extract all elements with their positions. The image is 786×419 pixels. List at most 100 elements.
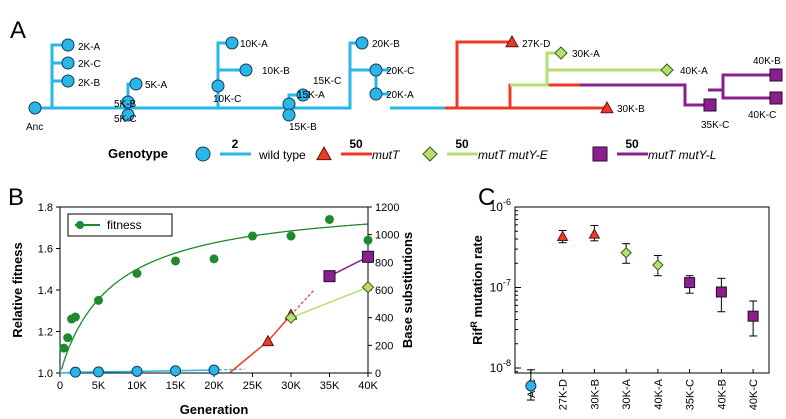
panel-c-marks [525, 224, 759, 401]
substitution-point-mutY_E [361, 281, 375, 294]
substitutions-line-mutY_E [290, 286, 369, 319]
legend-label-mutT: mutT [372, 148, 401, 162]
legend-scale-mutY_E: 50 [455, 137, 469, 151]
tree-legend: 2 wild type 50 mutT 50 mutT mutY-E 50 mutT mutY… [195, 137, 716, 162]
tree-node-label: 10K-B [262, 66, 290, 77]
tree-node-2k-a [61, 38, 75, 52]
mutation-rate-point-anc [525, 380, 537, 392]
legend-marker-mutT [316, 145, 332, 161]
x-tick-label: 40K [358, 380, 378, 392]
tree-node-label: 5K-A [145, 80, 168, 91]
tree-node-label: 5K-C [114, 114, 137, 125]
tree-node-2k-b [61, 74, 75, 88]
y2-tick-label: 600 [375, 285, 393, 297]
substitution-point-wild_type [170, 365, 181, 377]
y-tick-label: 10-7 [490, 278, 511, 295]
legend-label-wild_type: wild type [258, 148, 306, 162]
tree-node-label: 2K-C [78, 59, 101, 70]
y2-tick-label: 400 [375, 313, 393, 325]
x-tick-label: 40K-C [748, 379, 760, 410]
panel-b-y-label: Relative fitness [10, 242, 25, 337]
fitness-point [171, 256, 180, 266]
x-tick-label: 30K-A [621, 378, 633, 409]
mutation-rate-point-35k-c [684, 277, 696, 289]
fitness-point [132, 268, 142, 278]
y-tick-label: 1.4 [38, 285, 53, 297]
substitutions-line-mutY_L [329, 256, 369, 277]
tree-node-20k-b [355, 36, 369, 50]
panel-b-legend-box [67, 213, 173, 237]
panel-b-y2-ticks: 0 200 400 600 800 1000 1200 [368, 202, 399, 380]
mutation-rate-point-40k-b [715, 286, 727, 298]
tree-node-27k-d [505, 34, 519, 48]
fitness-point [325, 214, 334, 224]
tree-node-label: 35K-C [701, 120, 729, 131]
x-tick-label: 40K-A [653, 378, 665, 409]
legend-label-mutY_L: mutT mutY-L [648, 148, 716, 162]
x-tick-label: 0 [57, 380, 63, 392]
panel-b-curves [59, 223, 369, 374]
substitution-point-wild_type [69, 366, 81, 378]
y-tick-label: 1.2 [38, 327, 53, 339]
phylogeny-nodes [28, 34, 783, 122]
fitness-point [209, 254, 219, 264]
panel-b-marks [59, 214, 375, 378]
tree-node-2k-c [61, 56, 75, 70]
fitness-point [94, 295, 103, 305]
legend-marker-mutY_E [422, 146, 438, 162]
tree-node-20k-a [369, 87, 383, 101]
mutation-rate-point-30k-a [620, 247, 632, 259]
tree-node-label: 30K-B [617, 104, 645, 115]
panel-c-y-label: RifR mutation rate [469, 235, 485, 345]
substitution-point-mutY_E [284, 311, 298, 324]
fitness-point [248, 231, 257, 241]
fitness-point [70, 312, 80, 322]
tree-branch [289, 41, 390, 110]
tree-node-label: 15K-C [313, 76, 341, 87]
tree-node-15k-b [282, 108, 296, 122]
mutation-rate-point-40k-c [747, 310, 759, 322]
x-tick-label: 30K [281, 380, 301, 392]
panel-b-y-ticks: 1.0 1.2 1.4 1.6 1.8 [38, 202, 60, 380]
tree-branch [510, 51, 667, 87]
mutation-rate-point-27k-d [556, 230, 569, 242]
panel-c-frame [514, 206, 770, 374]
tree-node-15k-a [282, 97, 296, 111]
y-tick-label: 10-6 [490, 197, 511, 214]
y2-tick-label: 1000 [375, 230, 399, 242]
tree-node-label: 10K-C [213, 94, 241, 105]
mutT-onset-line [228, 340, 269, 374]
tree-node-5k-c [121, 108, 135, 122]
substitution-point-mutY_L [323, 270, 336, 283]
legend-marker-mutY_L [592, 146, 608, 162]
x-tick-label: 15K [166, 380, 186, 392]
panel-b-legend-marker [76, 221, 84, 229]
x-tick-label: 40K-B [716, 379, 728, 410]
substitution-point-wild_type [93, 366, 104, 378]
tree-node-10k-b [239, 63, 253, 77]
tree-node-40k-a [660, 63, 674, 77]
tree-node-5k-a [129, 77, 143, 91]
substitution-point-mutY_L [362, 250, 374, 263]
panel-c-y-ticks: 10-6 10-7 10-8 [490, 197, 521, 375]
tree-node-5k-b [121, 95, 135, 109]
substitution-point-wild_type [131, 365, 143, 377]
tree-node-anc [28, 101, 42, 115]
tree-node-10k-a [225, 36, 239, 50]
y2-tick-label: 1200 [375, 202, 399, 214]
x-tick-label: 5K [92, 380, 106, 392]
tree-node-label: 40K-B [753, 56, 781, 67]
tree-node-15k-c [296, 88, 310, 102]
x-tick-label: 30K-B [589, 379, 601, 410]
tree-node-10k-c [211, 79, 225, 93]
tree-legend-title: Genotype [108, 146, 168, 161]
tree-node-label: Anc [26, 122, 43, 133]
tree-node-label: 30K-A [572, 49, 600, 60]
panel-c-chart: 10-610-710-8 Anc27K-D30K-B30K-A40K-A35K-… [469, 197, 770, 410]
y-tick-label: 1.0 [38, 368, 53, 380]
fitness-point [286, 231, 296, 241]
legend-scale-wild_type: 2 [232, 137, 239, 151]
x-tick-label: 35K-C [685, 379, 697, 410]
tree-branch [35, 43, 68, 110]
